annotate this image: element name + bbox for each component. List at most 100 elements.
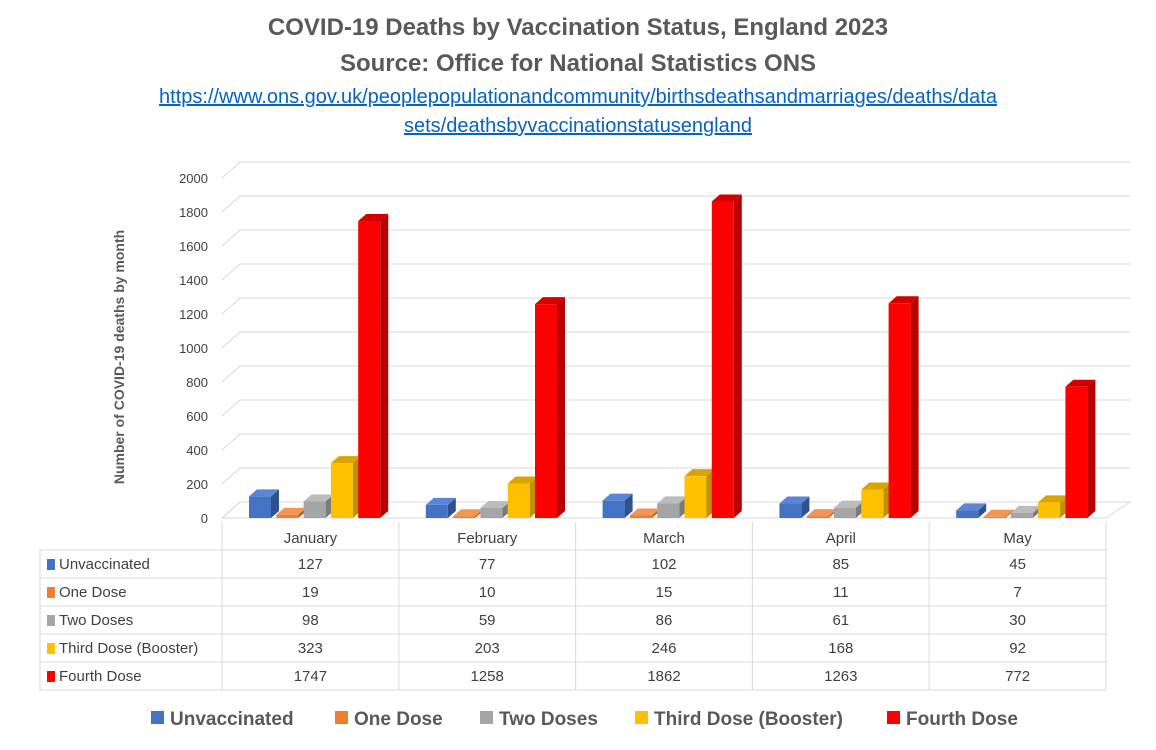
bar-fourth-dose-february: [535, 304, 557, 518]
bar-side: [801, 496, 810, 518]
table-value: 30: [1009, 612, 1026, 629]
category-label: March: [643, 530, 685, 547]
bar-unvaccinated-march: [602, 500, 625, 518]
bar-top: [453, 509, 484, 517]
table-series-label: One Dose: [59, 584, 127, 601]
table-value: 61: [832, 612, 849, 629]
bar-side: [447, 497, 456, 518]
table-series-label: Fourth Dose: [59, 668, 142, 685]
bar-top: [684, 469, 715, 477]
table-series-label: Unvaccinated: [59, 556, 150, 573]
bar-top: [861, 482, 892, 490]
table-legend-key: [47, 615, 55, 626]
legend-key: [887, 711, 900, 724]
gridline: [221, 399, 1130, 417]
legend-key: [480, 711, 493, 724]
bar-side: [978, 503, 987, 518]
bar-side: [271, 489, 279, 518]
bar-top: [1010, 505, 1041, 513]
table-series-label: Two Doses: [59, 612, 133, 629]
bar-side: [1005, 509, 1014, 518]
gridline: [221, 263, 1130, 281]
bar-top: [535, 297, 565, 305]
bar-fourth-dose-april: [888, 303, 911, 518]
table-value: 7: [1013, 584, 1021, 601]
legend-label: One Dose: [354, 709, 443, 730]
y-tick-label: 1600: [179, 239, 208, 254]
bar-top: [303, 494, 334, 502]
bar-two-doses-march: [657, 503, 680, 518]
table-value: 203: [475, 640, 500, 657]
bar-side: [733, 194, 742, 518]
y-tick-label: 2000: [179, 171, 208, 186]
gridline: [221, 467, 1130, 485]
legend-key: [335, 711, 348, 724]
bar-side: [624, 493, 633, 518]
bar-two-doses-may: [1010, 512, 1033, 518]
bar-top: [806, 509, 837, 517]
y-tick-label: 400: [186, 443, 208, 458]
bar-unvaccinated-april: [779, 503, 802, 518]
bar-top: [888, 296, 919, 304]
bar-top: [711, 194, 742, 202]
table-series-label: Third Dose (Booster): [59, 640, 198, 657]
bar-third-dose-booster--april: [861, 489, 884, 518]
y-tick-label: 600: [186, 409, 208, 424]
source-link-line-2[interactable]: sets/deathsbyvaccinationstatusengland: [403, 115, 752, 137]
table-legend-key: [47, 671, 55, 682]
bar-top: [1038, 495, 1069, 503]
table-value: 98: [302, 612, 319, 629]
bar-side: [557, 297, 565, 518]
table-value: 92: [1009, 640, 1026, 657]
y-tick-label: 800: [186, 375, 208, 390]
legend-key: [635, 711, 648, 724]
category-label: April: [826, 530, 856, 547]
table-value: 323: [298, 640, 323, 657]
bar-side: [1087, 379, 1096, 518]
bar-third-dose-booster--january: [330, 463, 353, 518]
table-value: 102: [651, 556, 676, 573]
bar-top: [779, 496, 810, 504]
source-link-line-1[interactable]: https://www.ons.gov.uk/peoplepopulationa…: [159, 86, 997, 108]
y-axis-label: Number of COVID-19 deaths by month: [111, 230, 127, 484]
table-value: 772: [1005, 668, 1030, 685]
gridline: [221, 195, 1130, 213]
bar-top: [480, 500, 511, 508]
y-tick-label: 1400: [179, 273, 208, 288]
table-value: 77: [479, 556, 496, 573]
bar-two-doses-january: [303, 501, 326, 518]
gridline: [221, 433, 1130, 451]
gridline: [221, 229, 1130, 247]
table-value: 10: [479, 584, 496, 601]
bar-one-dose-march: [629, 515, 652, 518]
legend-label: Third Dose (Booster): [654, 709, 843, 730]
y-tick-label: 1800: [179, 205, 208, 220]
table-value: 11: [833, 584, 849, 601]
bar-third-dose-booster--march: [684, 476, 707, 518]
bar-two-doses-february: [480, 507, 503, 518]
table-value: 86: [656, 612, 673, 629]
bar-top: [657, 496, 688, 504]
y-tick-label: 200: [186, 477, 208, 492]
bar-top: [602, 493, 633, 501]
table-value: 1862: [647, 668, 680, 685]
bar-one-dose-may: [983, 516, 1006, 518]
category-label: January: [284, 530, 338, 547]
legend-label: Fourth Dose: [906, 709, 1018, 730]
table-value: 246: [651, 640, 676, 657]
table-legend-key: [47, 643, 55, 654]
table-legend-key: [47, 587, 55, 598]
table-value: 1747: [294, 668, 327, 685]
bar-fourth-dose-may: [1065, 386, 1088, 518]
bar-one-dose-february: [453, 516, 476, 518]
bar-top: [629, 508, 660, 516]
gridline: [221, 297, 1130, 315]
bar-top: [249, 489, 279, 497]
bar-top: [425, 497, 456, 505]
bar-two-doses-april: [834, 507, 856, 518]
bar-top: [330, 456, 361, 464]
bar-fourth-dose-january: [358, 221, 381, 518]
bar-top: [1065, 379, 1096, 387]
table-value: 45: [1009, 556, 1026, 573]
